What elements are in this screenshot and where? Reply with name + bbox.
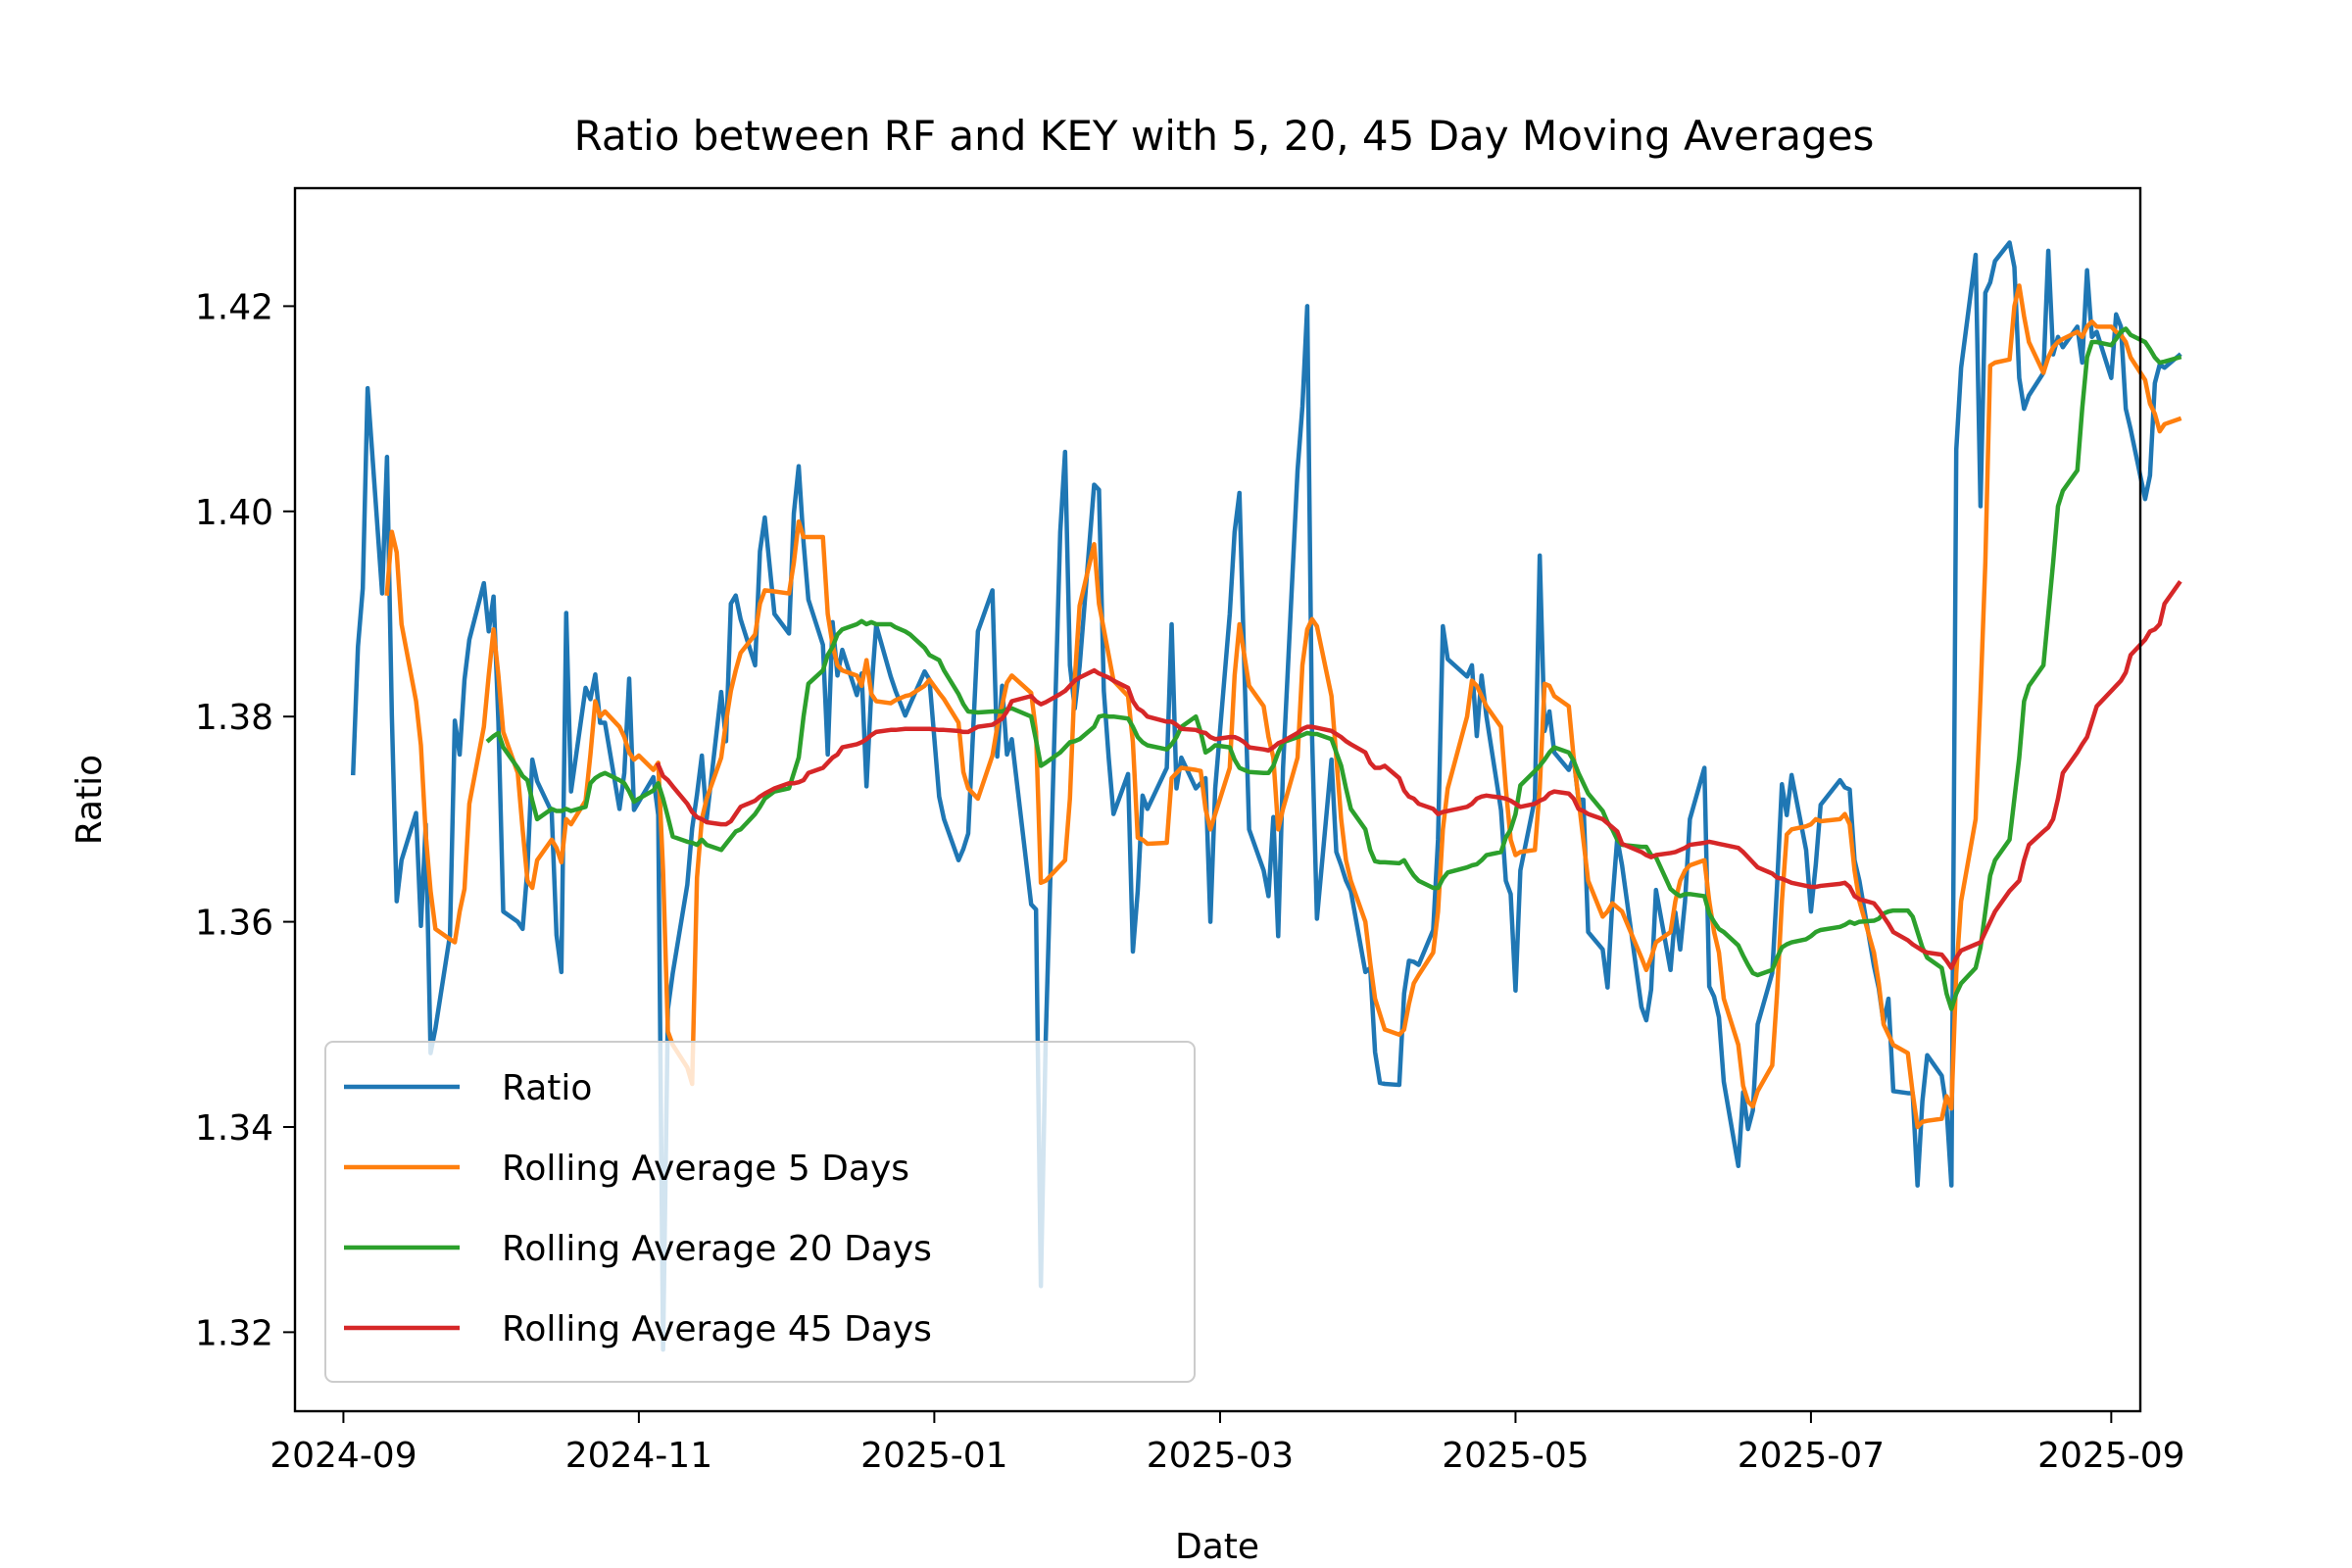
chart-title: Ratio between RF and KEY with 5, 20, 45 …	[574, 112, 1875, 160]
x-tick-label: 2025-01	[860, 1436, 1007, 1476]
plot-frame	[293, 186, 2142, 1413]
y-tick-label: 1.36	[195, 904, 273, 944]
x-axis-label: Date	[1175, 1527, 1259, 1567]
y-tick-label: 1.40	[195, 493, 273, 533]
series-line-2	[384, 283, 2182, 1130]
x-tick-label: 2025-07	[1738, 1436, 1885, 1476]
legend-box	[324, 1041, 1196, 1383]
x-tick-label: 2025-03	[1147, 1436, 1294, 1476]
legend-label-2: Rolling Average 5 Days	[502, 1149, 909, 1189]
x-tick-label: 2024-09	[270, 1436, 416, 1476]
x-tick-label: 2025-09	[2037, 1436, 2184, 1476]
legend: Ratio Rolling Average 5 Days Rolling Avera…	[324, 1041, 1196, 1383]
legend-label-3: Rolling Average 20 Days	[502, 1229, 932, 1269]
legend-label-1: Ratio	[502, 1068, 592, 1108]
x-tick-label: 2025-05	[1442, 1436, 1589, 1476]
y-tick-label: 1.32	[195, 1313, 273, 1353]
y-tick-label: 1.38	[195, 698, 273, 738]
y-axis-label: Ratio	[70, 755, 110, 845]
series-line-4	[655, 579, 2182, 970]
y-tick-label: 1.34	[195, 1108, 273, 1149]
series-line-3	[485, 326, 2182, 1011]
x-tick-label: 2024-11	[565, 1436, 712, 1476]
legend-label-4: Rolling Average 45 Days	[502, 1309, 932, 1349]
y-tick-label: 1.42	[195, 287, 273, 327]
y-axis: 1.32 1.34 1.36 1.38 1.40 1.42	[195, 287, 295, 1353]
x-axis: 2024-09 2024-11 2025-01 2025-03 2025-05 2025-…	[270, 1411, 2185, 1476]
plot-lines	[350, 240, 2182, 1352]
